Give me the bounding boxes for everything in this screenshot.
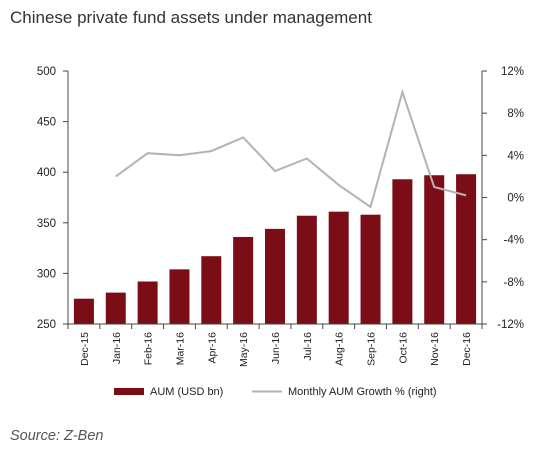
x-tick-label: May-16: [238, 332, 250, 367]
right-tick-label: -4%: [504, 235, 524, 247]
legend-label-growth: Monthly AUM Growth % (right): [288, 386, 437, 398]
growth-line: [115, 88, 467, 209]
x-tick-label: Feb-16: [143, 332, 155, 365]
bar-Oct-16: [392, 179, 413, 324]
bar-Dec-16: [456, 174, 477, 324]
left-tick-label: 400: [37, 167, 56, 179]
x-tick-label: Aug-16: [334, 332, 346, 366]
bar-Jan-16: [105, 292, 126, 324]
legend-label-aum: AUM (USD bn): [150, 386, 223, 398]
bar-Jul-16: [296, 215, 317, 324]
legend: AUM (USD bn) Monthly AUM Growth % (right…: [114, 386, 437, 398]
x-tick-label: Sep-16: [366, 332, 378, 366]
right-tick-label: 8%: [507, 108, 524, 120]
bar-series: [73, 174, 477, 324]
bar-Dec-15: [73, 298, 94, 324]
bar-May-16: [233, 236, 254, 324]
x-tick-label: Jan-16: [111, 332, 123, 364]
bar-Sep-16: [360, 214, 381, 324]
bar-Apr-16: [201, 256, 222, 324]
bar-Mar-16: [169, 269, 190, 324]
bar-Jun-16: [265, 228, 285, 324]
line-series: [115, 88, 467, 209]
left-tick-label: 300: [37, 268, 56, 280]
bar-Nov-16: [424, 175, 445, 324]
left-tick-label: 500: [37, 66, 56, 78]
right-tick-label: 0%: [507, 193, 524, 205]
right-tick-label: -8%: [504, 277, 524, 289]
x-tick-label: Mar-16: [174, 332, 186, 365]
left-tick-label: 350: [37, 218, 56, 230]
left-tick-label: 250: [37, 319, 56, 331]
x-tick-label: Apr-16: [206, 332, 218, 364]
source-note: Source: Z-Ben: [10, 428, 104, 444]
right-tick-label: 12%: [501, 66, 524, 78]
x-tick-label: Dec-15: [79, 332, 91, 366]
chart-title: Chinese private fund assets under manage…: [10, 8, 372, 27]
legend-swatch-aum: [114, 388, 144, 395]
bar-Feb-16: [137, 281, 158, 324]
right-tick-label: -12%: [497, 319, 524, 331]
x-tick-label: Jul-16: [302, 332, 314, 361]
x-tick-label: Nov-16: [429, 332, 441, 366]
x-tick-label: Dec-16: [461, 332, 473, 366]
left-tick-label: 450: [37, 117, 56, 129]
right-tick-label: 4%: [507, 150, 524, 162]
x-tick-label: Oct-16: [397, 332, 409, 364]
bar-Aug-16: [328, 211, 349, 324]
x-tick-label: Jun-16: [270, 332, 282, 364]
axes: 250 300 350 400 450 500 -12% -8% -4% 0% 4% 8% 12% Dec…: [37, 66, 524, 367]
